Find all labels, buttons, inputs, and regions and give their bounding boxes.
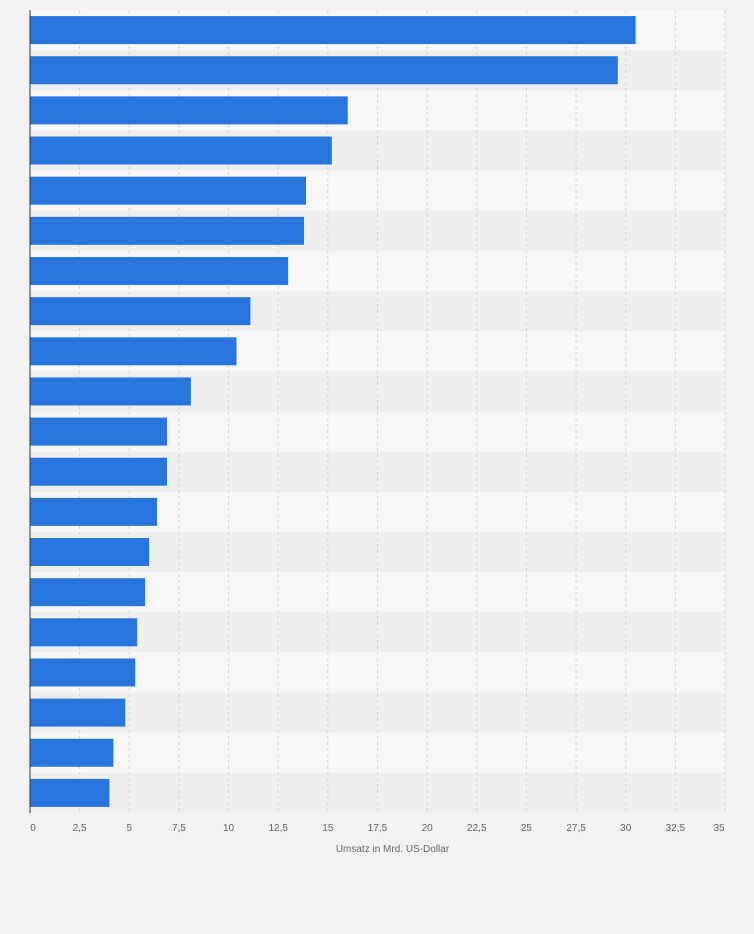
bar[interactable] [30,497,158,526]
bar[interactable] [30,377,191,406]
x-tick-label: 10 [223,823,235,834]
x-tick-label: 15 [322,823,334,834]
bar[interactable] [30,176,307,205]
x-axis-ticks: 0 2,5 5 7,5 10 12,5 15 17,5 20 22,5 25 27,5 30 32,5 35 [30,823,725,834]
bar[interactable] [30,96,348,125]
bar[interactable] [30,216,305,245]
bar[interactable] [30,297,251,326]
bar[interactable] [30,256,289,285]
x-tick-label: 22,5 [467,823,487,834]
bar[interactable] [30,578,146,607]
bar[interactable] [30,618,138,647]
x-tick-label: 5 [127,823,133,834]
x-tick-label: 0 [30,823,36,834]
x-tick-label: 2,5 [73,823,87,834]
x-tick-label: 20 [422,823,434,834]
x-axis-label: Umsatz in Mrd. US-Dollar [336,844,450,855]
bar[interactable] [30,337,237,366]
x-tick-label: 27,5 [566,823,586,834]
bar[interactable] [30,658,136,687]
bar[interactable] [30,538,150,567]
bars [30,16,636,807]
bar[interactable] [30,698,126,727]
x-tick-label: 32,5 [666,823,686,834]
bar[interactable] [30,136,332,165]
x-tick-label: 30 [620,823,632,834]
bar[interactable] [30,417,168,446]
x-tick-label: 17,5 [368,823,388,834]
x-tick-label: 7,5 [172,823,186,834]
bar[interactable] [30,16,636,45]
bar[interactable] [30,457,168,486]
bar[interactable] [30,738,114,767]
bar[interactable] [30,778,110,807]
bar[interactable] [30,56,618,85]
x-tick-label: 12,5 [268,823,288,834]
x-tick-label: 35 [713,823,725,834]
x-tick-label: 25 [521,823,533,834]
